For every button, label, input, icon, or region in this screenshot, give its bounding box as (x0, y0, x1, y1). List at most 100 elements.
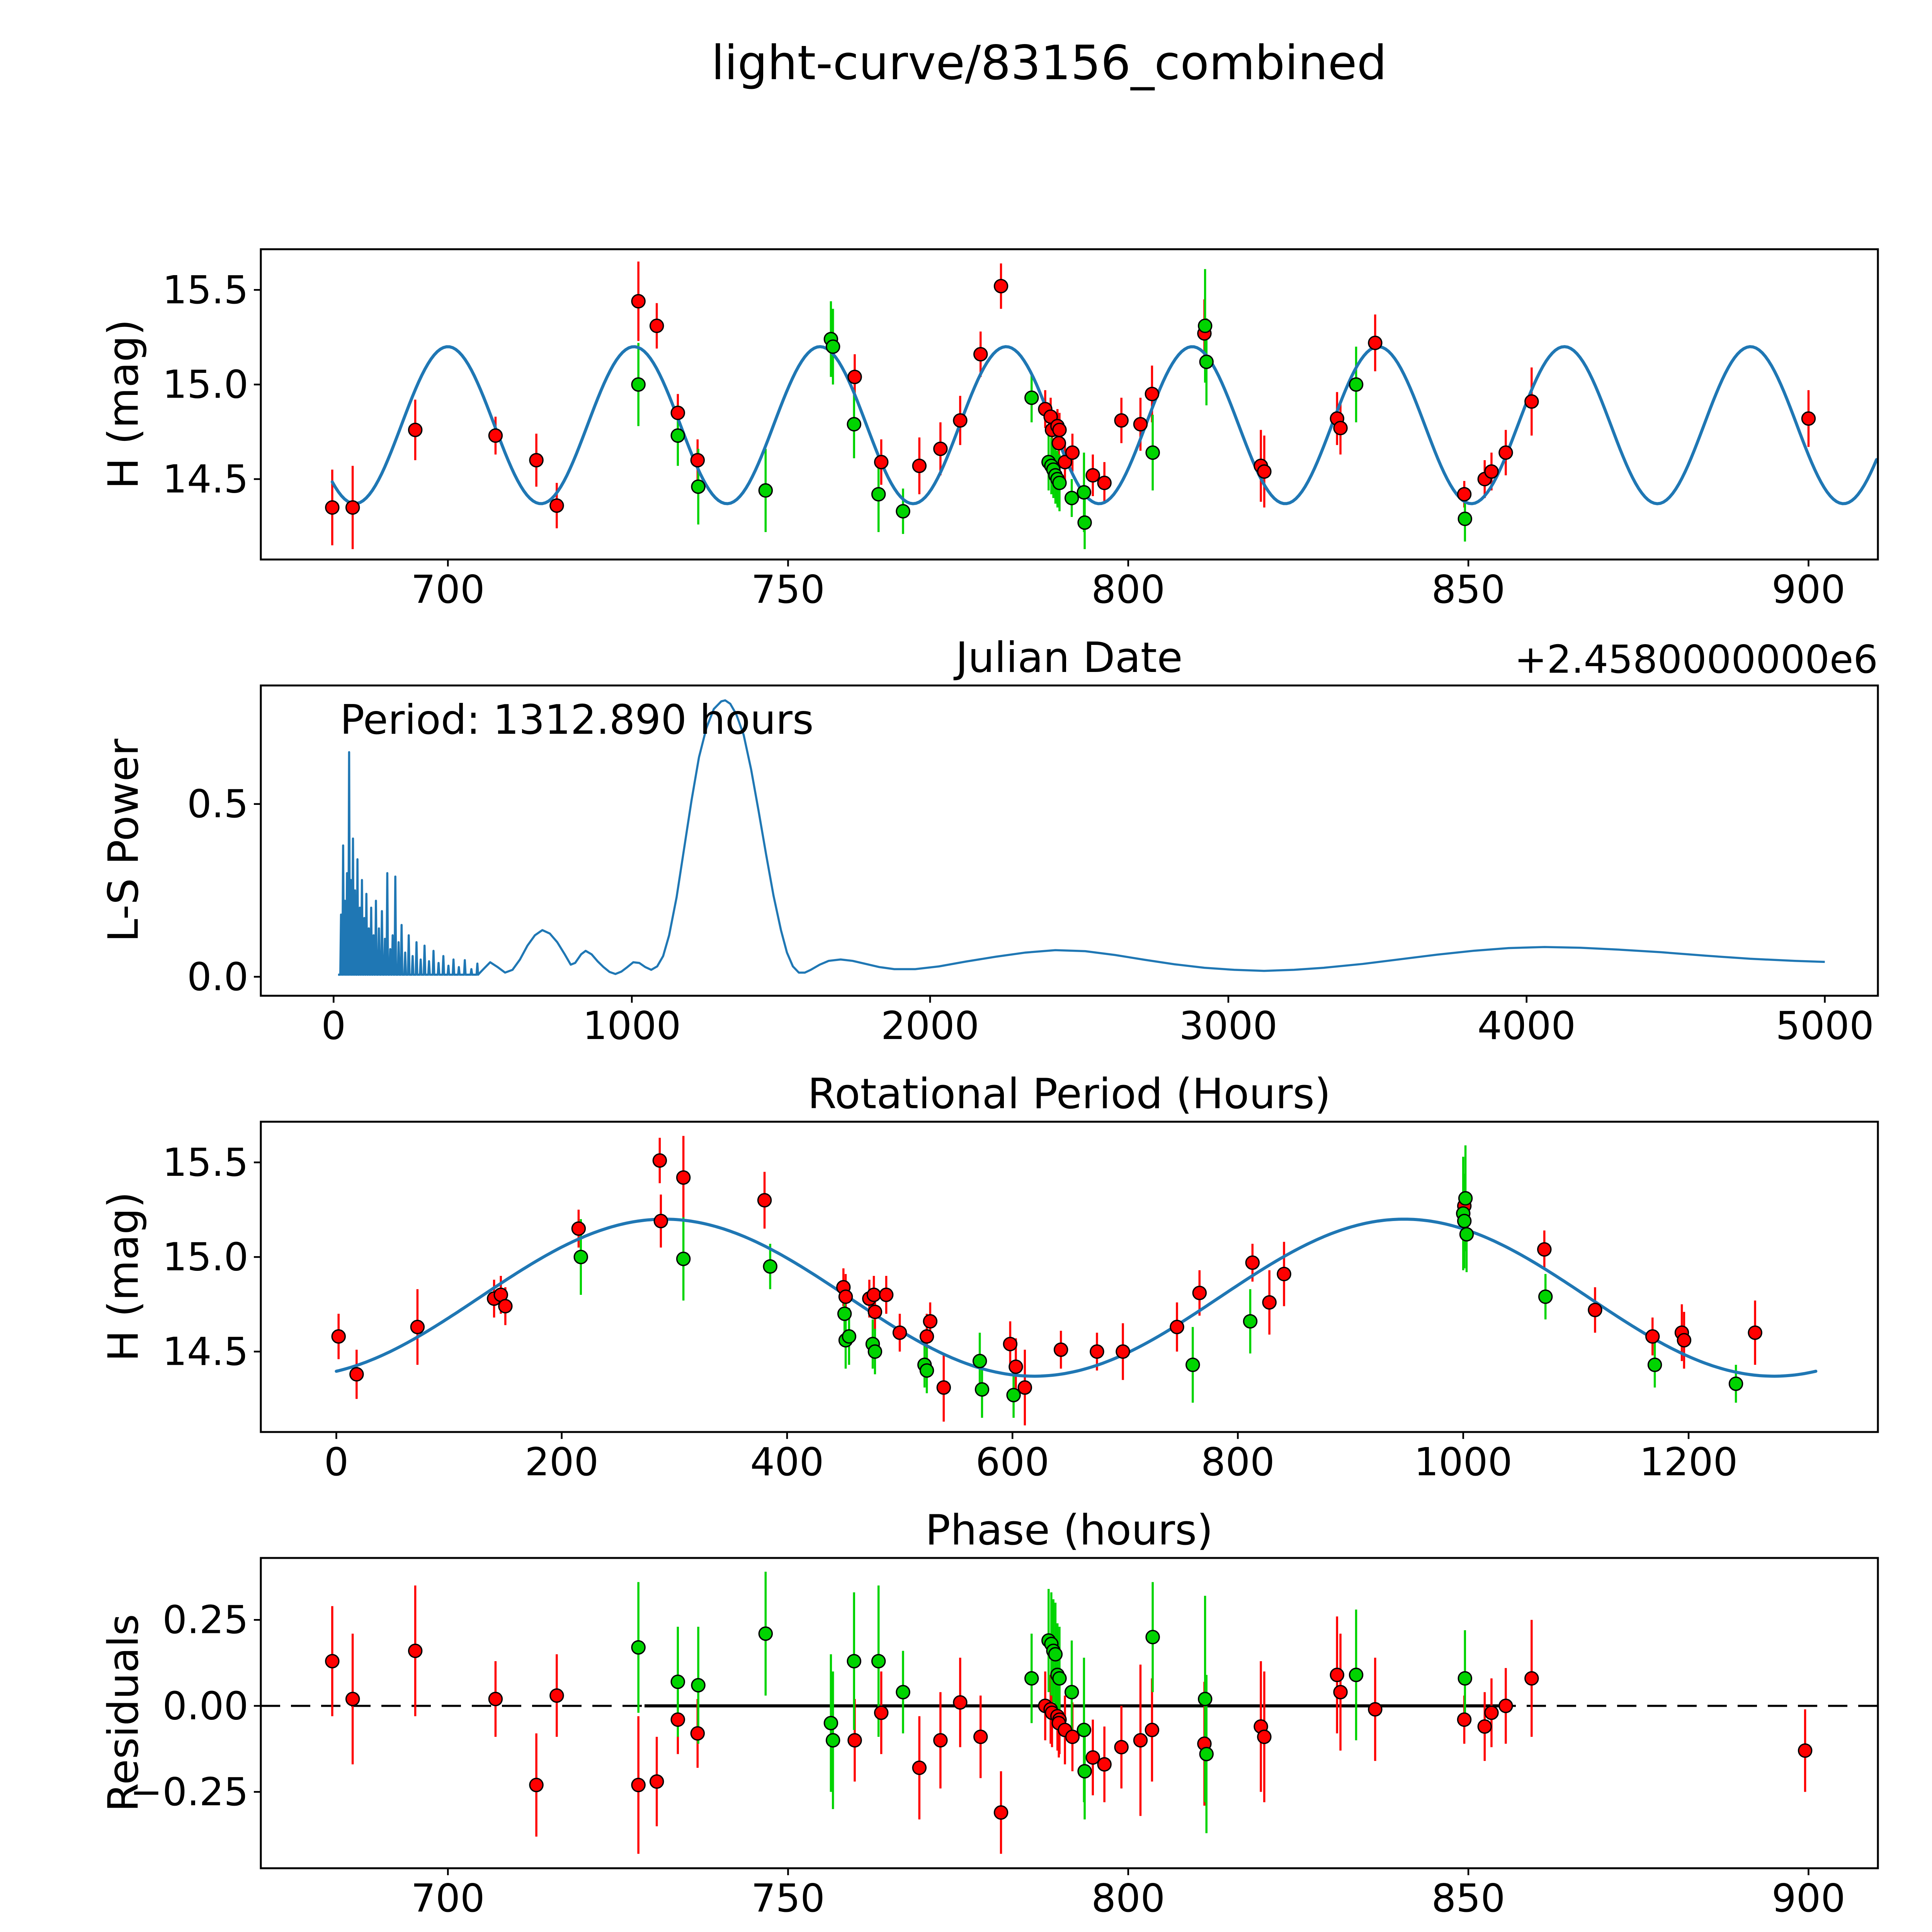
data-point-green (975, 1382, 990, 1397)
data-point-green (1458, 511, 1473, 526)
data-point-red (325, 1654, 340, 1668)
data-point-red (549, 1688, 564, 1703)
x-tick-label: 750 (751, 567, 825, 612)
data-point-red (847, 1733, 862, 1748)
data-point-green (758, 1626, 773, 1641)
data-point-red (488, 428, 503, 443)
axes-box (260, 684, 1879, 997)
data-point-red (973, 347, 988, 362)
data-point-red (757, 1193, 772, 1208)
data-point-green (825, 1733, 840, 1748)
panel1-axis-offset-text: +2.4580000000e6 (1514, 637, 1878, 682)
data-point-green (1145, 445, 1160, 460)
data-point-red (1145, 386, 1160, 401)
data-point-red (866, 1287, 881, 1302)
data-point-red (649, 1774, 664, 1789)
data-point-red (1058, 455, 1072, 469)
data-point-green (1243, 1314, 1258, 1329)
data-point-red (1009, 1359, 1023, 1374)
y-tick-label: 0.25 (162, 1597, 248, 1643)
data-point-red (1053, 1342, 1068, 1357)
data-point-green (1052, 475, 1067, 490)
data-point-green (631, 377, 646, 392)
data-point-red (690, 1726, 705, 1741)
data-point-red (1133, 417, 1148, 432)
x-tick-label: 3000 (1179, 1003, 1278, 1048)
data-point-red (847, 369, 862, 384)
y-tick-label: 15.5 (162, 267, 248, 313)
fit-curve (335, 1218, 1818, 1378)
data-point-red (1090, 1344, 1104, 1359)
data-point-red (1484, 464, 1499, 479)
axes-phased: 0 200 400 600 800 1000 1200 14.5 15.0 15.5 (162, 1121, 1879, 1485)
data-point-red (993, 1805, 1009, 1820)
data-point-red (1484, 1705, 1499, 1720)
panel4-ylabel: Residuals (99, 1614, 148, 1812)
data-point-green (896, 504, 910, 519)
data-point-green (1458, 1191, 1473, 1206)
data-point-red (649, 318, 664, 333)
residuals-red-errorbars (331, 1585, 1806, 1854)
data-point-green (1459, 1227, 1474, 1242)
data-point-green (1647, 1357, 1662, 1372)
data-point-green (1199, 354, 1214, 369)
lightcurve-jd-green-markers (631, 318, 1473, 530)
data-point-red (879, 1287, 894, 1302)
data-point-green (691, 1678, 706, 1693)
data-point-red (652, 1153, 667, 1168)
panel1-xlabel: Julian Date (956, 634, 1183, 682)
data-point-red (919, 1329, 934, 1344)
residuals-red-markers (325, 1643, 1813, 1820)
data-point-green (1145, 1630, 1160, 1645)
data-point-red (1748, 1325, 1762, 1340)
y-tick-label: 14.5 (162, 1329, 248, 1374)
data-point-green (871, 487, 886, 502)
x-tick-label: 800 (1201, 1439, 1275, 1485)
panel-lightcurve-jd: 700 750 800 850 900 14.5 15.0 15.5 (162, 248, 1879, 612)
data-point-red (631, 1777, 646, 1793)
fit-curve (330, 345, 1878, 505)
data-point-red (631, 294, 646, 309)
data-point-green (1197, 1692, 1213, 1706)
data-point-green (1458, 1671, 1473, 1686)
data-point-green (1199, 1747, 1214, 1762)
data-point-green (1024, 1671, 1039, 1686)
periodogram-line (338, 699, 1825, 976)
data-point-green (1728, 1376, 1743, 1391)
data-point-red (1330, 1667, 1345, 1682)
data-point-red (1065, 445, 1080, 460)
y-tick-label: 15.0 (162, 362, 248, 407)
panel3-ylabel: H (mag) (99, 1192, 148, 1362)
data-point-green (1349, 1667, 1364, 1682)
data-point-green (758, 483, 773, 498)
axes-box (260, 1557, 1879, 1869)
lightcurve-jd-red-markers (325, 279, 1816, 515)
y-tick-label: 0.00 (162, 1683, 248, 1728)
panel3-xlabel: Phase (hours) (925, 1506, 1213, 1554)
data-point-red (1257, 1730, 1272, 1744)
data-point-red (1677, 1333, 1692, 1348)
data-point-red (1133, 1733, 1148, 1748)
data-point-red (1333, 1685, 1348, 1699)
panel-residuals: 700 750 800 850 900 −0.25 0.00 0.25 (130, 1557, 1879, 1921)
data-point-green (823, 1716, 838, 1731)
data-point-red (345, 1692, 360, 1706)
data-point-red (1524, 1671, 1539, 1686)
data-point-red (1588, 1303, 1602, 1317)
data-point-red (1457, 487, 1472, 502)
phased-red-errorbars (337, 1136, 1756, 1425)
data-point-red (1801, 411, 1816, 426)
panel2-xlabel: Rotational Period (Hours) (808, 1070, 1331, 1118)
x-tick-label: 800 (1091, 567, 1165, 612)
data-point-red (1052, 422, 1067, 437)
data-point-red (1798, 1743, 1813, 1758)
data-point-green (670, 428, 685, 443)
y-tick-label: 14.5 (162, 456, 248, 502)
data-point-green (1349, 377, 1364, 392)
data-point-green (1077, 1723, 1092, 1737)
data-point-red (1524, 394, 1539, 409)
data-point-red (345, 500, 360, 515)
data-point-red (953, 413, 968, 428)
data-point-red (867, 1304, 883, 1319)
x-tick-label: 5000 (1776, 1003, 1874, 1048)
